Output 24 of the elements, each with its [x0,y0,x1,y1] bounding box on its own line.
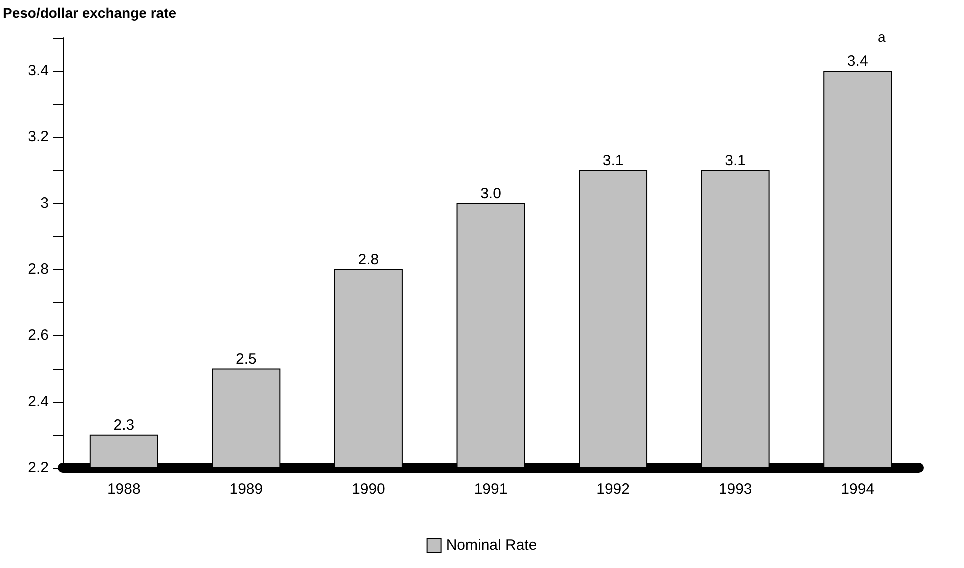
x-tick-label: 1990 [352,481,386,498]
data-label: 3.1 [602,152,624,170]
y-tick-label: 3.4 [28,62,49,80]
y-tick-label: 2.8 [28,261,49,278]
x-tick-label: 1991 [474,481,508,498]
y-tick-label: 2.2 [28,460,49,476]
x-tick-label: 1994 [841,481,875,498]
y-axis-title: Peso/dollar exchange rate [3,5,177,21]
y-tick-label: 2.4 [28,393,49,410]
data-label: 2.3 [114,416,135,434]
data-label: 2.8 [358,252,380,269]
data-label: 3.4 [847,53,868,70]
x-tick-label: 1989 [230,481,264,498]
data-label: 2.5 [236,350,257,368]
y-tick-label: 3 [40,194,49,212]
x-tick-label: 1993 [718,481,752,498]
data-label: 3.0 [480,185,502,202]
y-tick-label: 2.6 [28,327,49,344]
annotation: a [878,29,886,46]
x-tick-label: 1988 [107,481,141,498]
legend-label: Nominal Rate [446,537,538,554]
y-tick-label: 3.2 [28,128,49,146]
data-label: 3.1 [725,152,746,170]
x-tick-label: 1992 [596,481,630,498]
